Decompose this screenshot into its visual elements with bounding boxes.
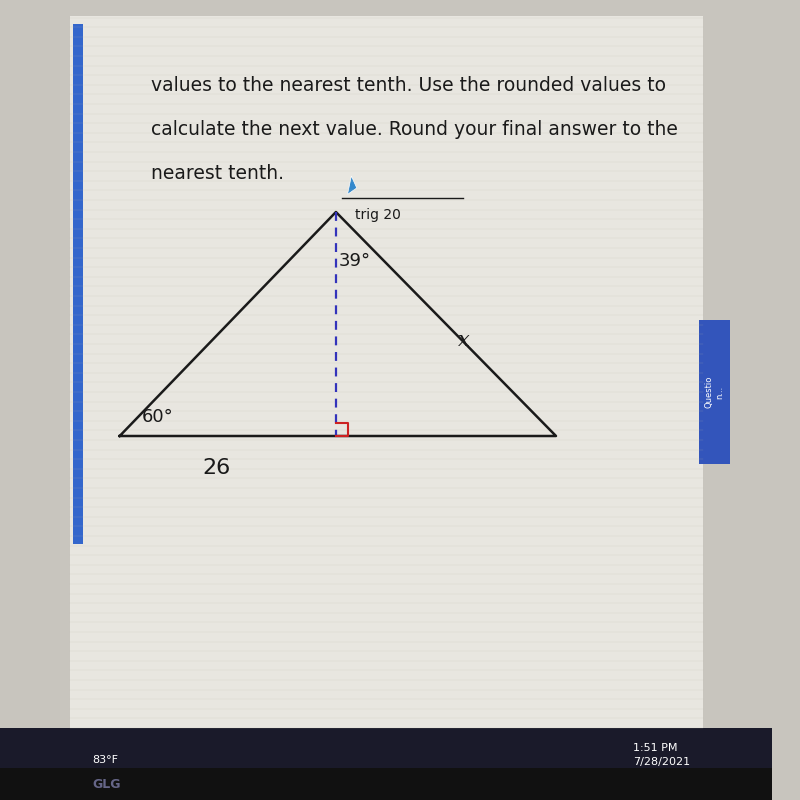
Text: 83°F: 83°F xyxy=(93,755,118,765)
Bar xyxy=(0,768,772,800)
Text: x: x xyxy=(458,330,470,350)
Bar xyxy=(699,320,730,464)
Text: Questio
n...: Questio n... xyxy=(705,376,724,408)
Text: calculate the next value. Round your final answer to the: calculate the next value. Round your fin… xyxy=(150,120,678,139)
Bar xyxy=(70,16,702,736)
Text: 60°: 60° xyxy=(142,407,173,426)
Text: nearest tenth.: nearest tenth. xyxy=(150,164,283,183)
Text: trig 20: trig 20 xyxy=(355,208,401,222)
Text: values to the nearest tenth. Use the rounded values to: values to the nearest tenth. Use the rou… xyxy=(150,76,666,95)
Bar xyxy=(0,728,772,800)
Text: 1:51 PM: 1:51 PM xyxy=(634,743,678,753)
Text: 39°: 39° xyxy=(338,252,370,270)
Text: GLG: GLG xyxy=(93,778,121,790)
Bar xyxy=(74,24,82,544)
Text: 7/28/2021: 7/28/2021 xyxy=(634,757,690,766)
Text: 26: 26 xyxy=(202,458,230,478)
Polygon shape xyxy=(347,176,357,194)
